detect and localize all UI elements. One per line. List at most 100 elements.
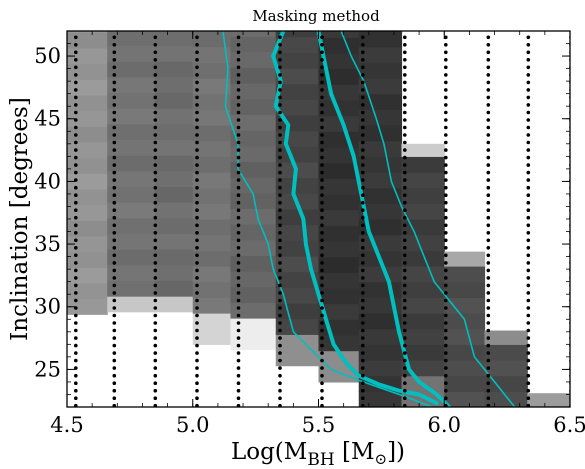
sample-point	[236, 103, 241, 107]
sample-point	[236, 291, 241, 295]
sample-point	[74, 95, 78, 100]
heatmap-cell	[192, 328, 232, 345]
sample-point	[320, 118, 324, 122]
sample-point	[526, 276, 531, 280]
heatmap-cell	[401, 266, 445, 283]
sample-point	[320, 193, 324, 197]
sample-point	[486, 336, 491, 340]
heatmap-cell	[67, 32, 108, 49]
sample-point	[236, 253, 241, 258]
sample-point	[236, 321, 241, 325]
sample-point	[278, 231, 282, 235]
sample-point	[444, 125, 448, 130]
sample-point	[236, 148, 241, 152]
sample-point	[74, 283, 78, 288]
sample-point	[112, 223, 117, 228]
sample-point	[526, 268, 531, 273]
heatmap-cell	[358, 234, 403, 251]
sample-point	[236, 170, 241, 175]
heatmap-cell	[318, 272, 360, 289]
sample-point	[361, 358, 365, 363]
heatmap-cell	[358, 391, 403, 407]
sample-point	[112, 313, 117, 318]
sample-point	[236, 396, 241, 401]
sample-point	[486, 208, 491, 212]
heatmap-cell	[275, 52, 320, 69]
sample-point	[444, 200, 448, 205]
heatmap-cell	[107, 108, 156, 125]
sample-point	[444, 178, 448, 182]
heatmap-cell	[318, 178, 360, 195]
sample-point	[486, 125, 491, 130]
sample-point	[320, 283, 324, 288]
sample-point	[153, 238, 158, 243]
sample-point	[236, 261, 241, 265]
sample-point	[74, 336, 78, 340]
sample-point	[236, 163, 241, 167]
sample-point	[526, 321, 531, 325]
sample-point	[112, 110, 117, 115]
sample-point	[403, 306, 407, 310]
heatmap-cell	[192, 281, 232, 298]
sample-point	[195, 238, 199, 243]
sample-point	[403, 58, 407, 62]
heatmap-cell	[192, 109, 232, 126]
heatmap-cell	[230, 208, 277, 225]
sample-point	[361, 50, 365, 55]
sample-point	[112, 343, 117, 348]
sample-point	[112, 125, 117, 130]
sample-point	[444, 231, 448, 235]
sample-point	[526, 313, 531, 318]
sample-point	[195, 358, 199, 363]
sample-point	[486, 58, 491, 62]
sample-point	[74, 50, 78, 55]
sample-point	[236, 58, 241, 62]
sample-point	[444, 223, 448, 228]
sample-point	[74, 238, 78, 243]
sample-point	[153, 133, 158, 137]
sample-point	[153, 178, 158, 182]
heatmap-cell	[275, 36, 320, 53]
sample-point	[320, 208, 324, 212]
sample-point	[153, 261, 158, 265]
heatmap-cell	[192, 266, 232, 283]
sample-point	[526, 35, 531, 40]
sample-point	[320, 215, 324, 220]
sample-point	[278, 73, 282, 77]
sample-point	[278, 366, 282, 370]
sample-point	[278, 253, 282, 258]
sample-point	[74, 231, 78, 235]
sample-point	[486, 43, 491, 47]
sample-point	[195, 313, 199, 318]
heatmap-cell	[444, 375, 486, 392]
heatmap-cell	[318, 366, 360, 383]
sample-point	[320, 163, 324, 167]
heatmap-cell	[230, 239, 277, 256]
sample-point	[153, 396, 158, 401]
sample-point	[526, 193, 531, 197]
sample-point	[403, 358, 407, 363]
sample-point	[278, 103, 282, 107]
sample-point	[278, 43, 282, 47]
heatmap-cell	[155, 217, 194, 235]
sample-point	[526, 238, 531, 243]
sample-point	[236, 351, 241, 355]
heatmap-cell	[484, 375, 528, 392]
sample-point	[112, 193, 117, 197]
chart-title: Masking method	[252, 7, 380, 25]
x-tick-label: 5.0	[176, 413, 209, 437]
sample-point	[74, 88, 78, 92]
heatmap-cell	[275, 146, 320, 163]
y-tick-label: 35	[34, 232, 61, 256]
sample-point	[278, 298, 282, 303]
sample-point	[403, 140, 407, 145]
heatmap-cell	[275, 271, 320, 288]
sample-point	[403, 253, 407, 258]
heatmap-cell	[401, 143, 445, 157]
sample-point	[236, 50, 241, 55]
sample-point	[486, 200, 491, 205]
sample-point	[361, 215, 365, 220]
sample-point	[236, 231, 241, 235]
sample-point	[486, 313, 491, 318]
heatmap-cell	[358, 266, 403, 283]
